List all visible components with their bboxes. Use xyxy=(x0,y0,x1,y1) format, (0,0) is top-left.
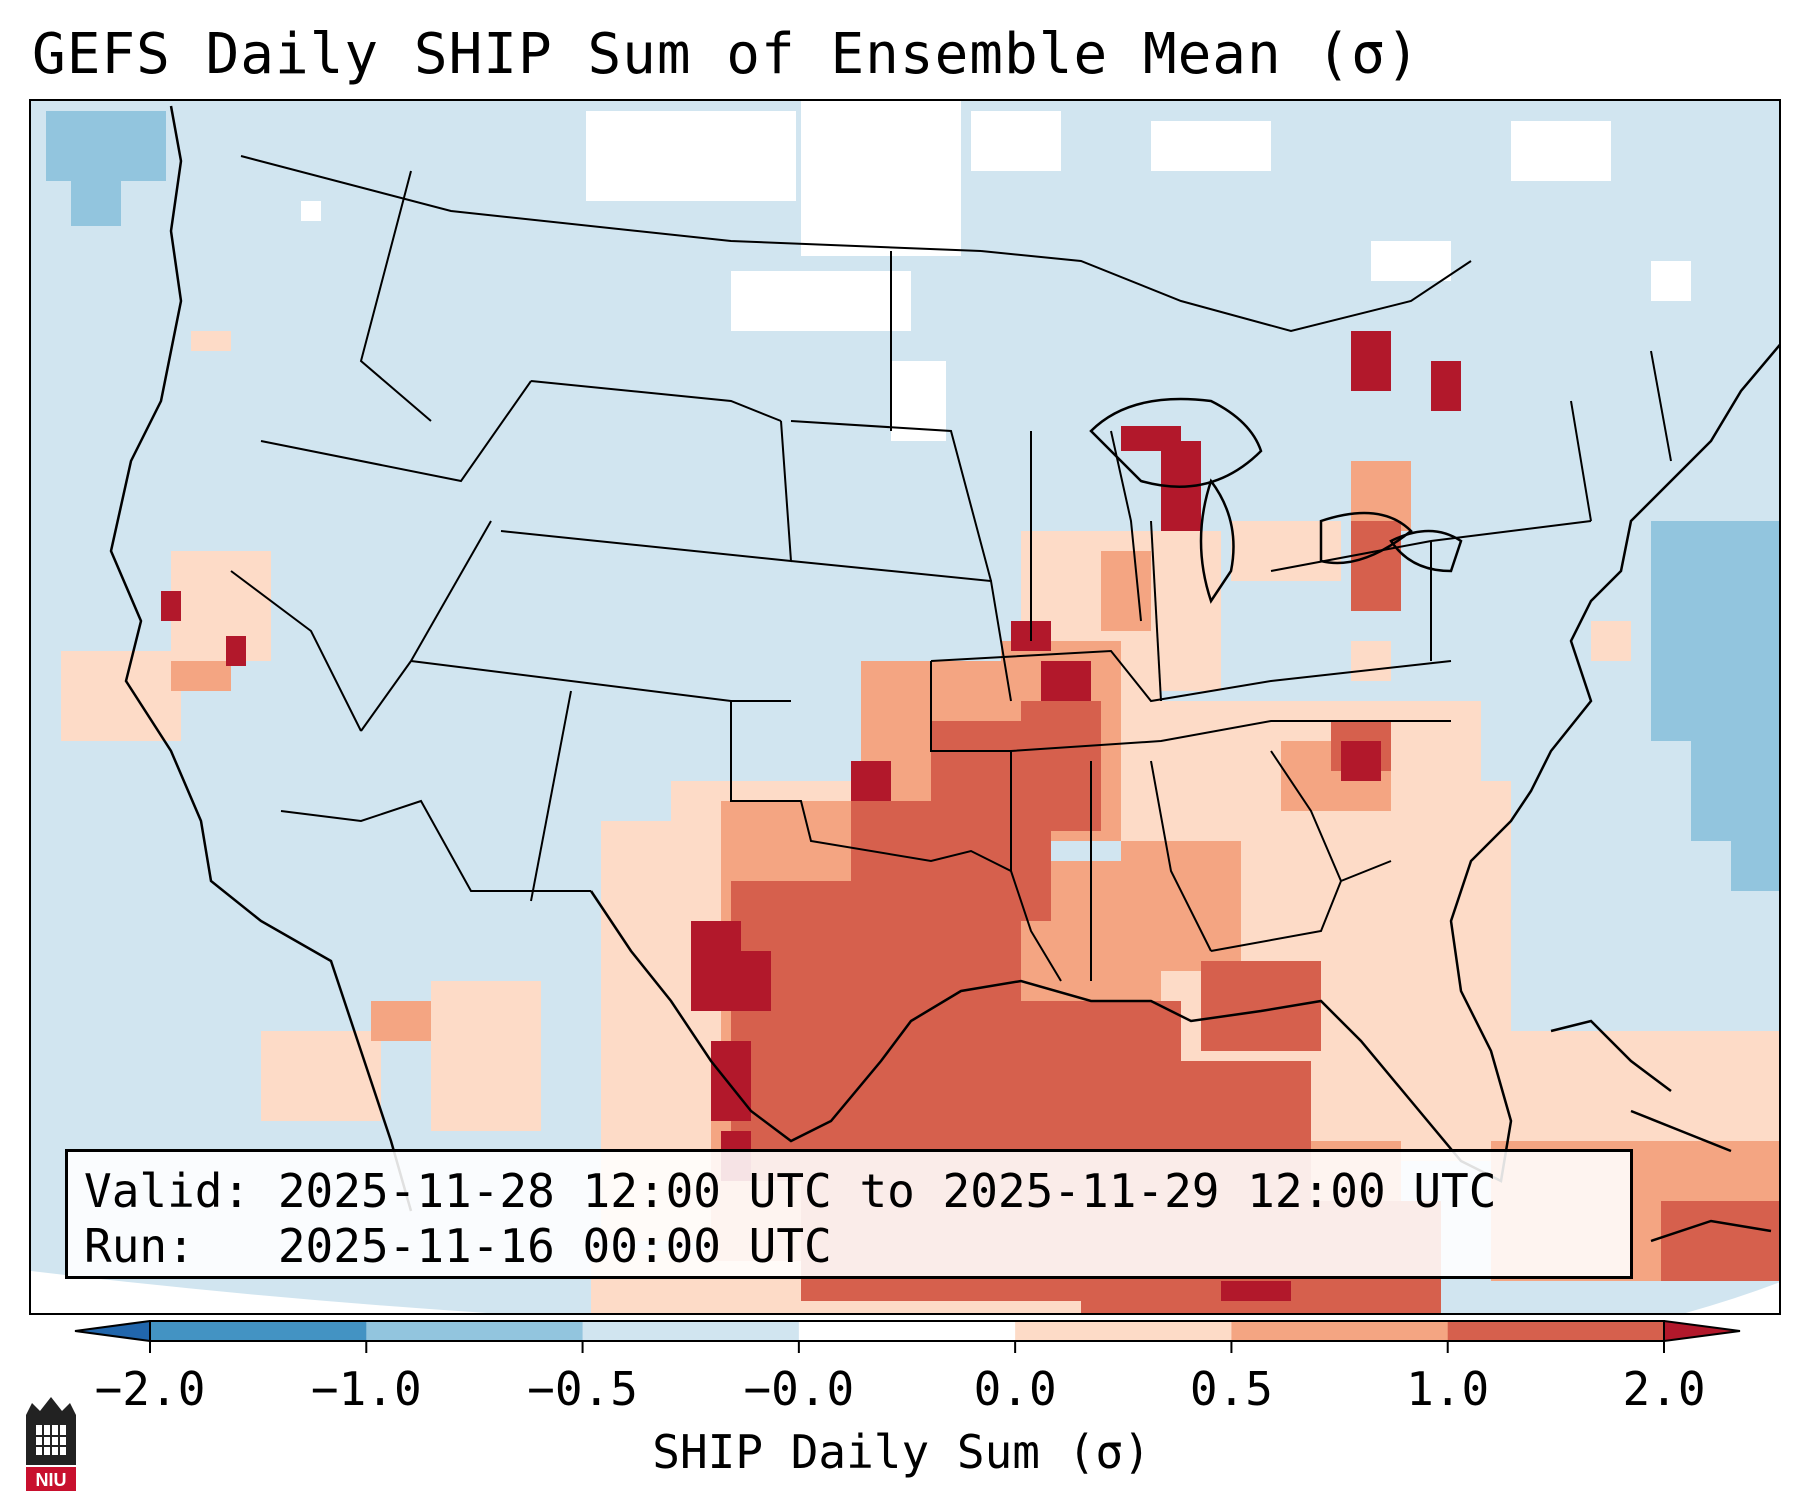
run-text: Run: 2025-11-16 00:00 UTC xyxy=(84,1219,832,1273)
colorbar-tick-label: −0.0 xyxy=(743,1362,855,1416)
projection-edge-se xyxy=(1685,1282,1779,1313)
caribbean-islands xyxy=(1550,1019,1772,1243)
colorbar-tick-label: 0.0 xyxy=(973,1362,1057,1416)
colorbar-bin-under xyxy=(75,1321,150,1341)
colorbar-bin xyxy=(1015,1321,1232,1341)
extreme-patches xyxy=(161,331,1461,1301)
colorbar-bins xyxy=(75,1321,1740,1341)
niu-logo: NIU xyxy=(26,1397,76,1491)
chart-title: GEFS Daily SHIP Sum of Ensemble Mean (σ) xyxy=(32,22,1421,87)
logo-badge xyxy=(26,1467,76,1491)
near-zero-patches xyxy=(301,101,1691,441)
colorbar-tick-label: −2.0 xyxy=(94,1362,206,1416)
colorbar-tick-label: 1.0 xyxy=(1406,1362,1490,1416)
colorbar-tick-label: −1.0 xyxy=(310,1362,422,1416)
projection-edge-sw xyxy=(31,1271,488,1313)
colorbar-label: SHIP Daily Sum (σ) xyxy=(652,1425,1151,1479)
colorbar-bin-over xyxy=(1664,1321,1740,1341)
colorbar-bin xyxy=(798,1321,1016,1341)
state-borders xyxy=(230,155,1672,982)
colorbar-tick-label: 0.5 xyxy=(1189,1362,1273,1416)
colorbar-left-arrow-outline xyxy=(74,1320,151,1342)
colorbar-bin xyxy=(1231,1321,1449,1341)
logo-text: NIU xyxy=(36,1470,67,1490)
colorbar-tick-label: −0.5 xyxy=(527,1362,638,1416)
colorbar-ticks xyxy=(149,1341,1665,1353)
colorbar-outline xyxy=(149,1320,1665,1342)
negative-patches xyxy=(46,111,1779,891)
map-svg xyxy=(31,101,1779,1313)
colorbar-bin xyxy=(582,1321,800,1341)
valid-run-box: Valid: 2025-11-28 12:00 UTC to 2025-11-2… xyxy=(65,1149,1633,1279)
colorbar-bin xyxy=(1447,1321,1665,1341)
colorbar xyxy=(74,1320,1741,1353)
valid-text: Valid: 2025-11-28 12:00 UTC to 2025-11-2… xyxy=(84,1164,1497,1218)
colorbar-bin xyxy=(366,1321,584,1341)
colorbar-tick-label: 2.0 xyxy=(1622,1362,1706,1416)
map-panel xyxy=(29,99,1781,1315)
colorbar-right-arrow-outline xyxy=(1663,1320,1741,1342)
colorbar-bin xyxy=(150,1321,367,1341)
